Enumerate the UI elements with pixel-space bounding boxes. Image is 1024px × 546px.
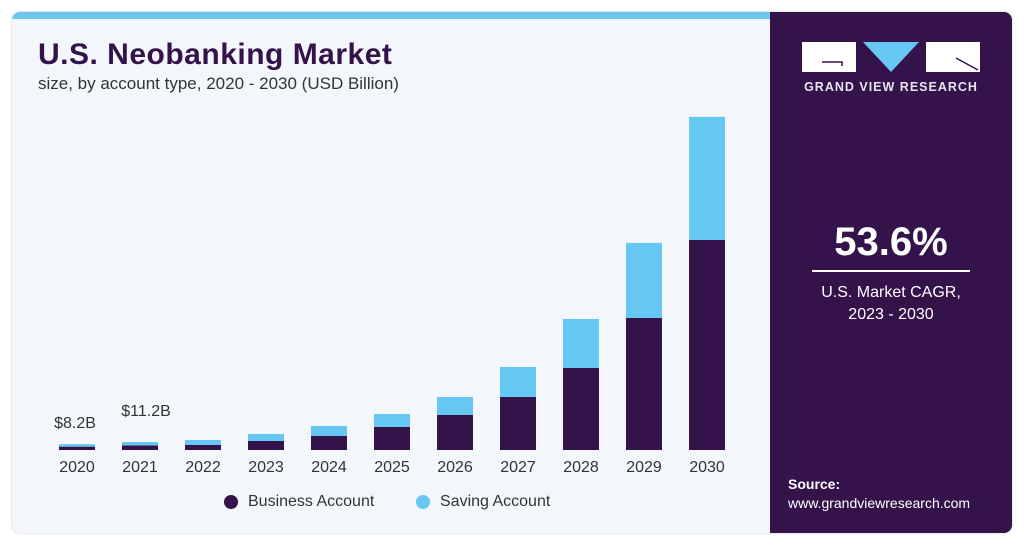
x-tick-label: 2020 — [59, 459, 95, 476]
bar-saving-2027 — [500, 366, 536, 397]
bar-business-2027 — [500, 396, 536, 450]
legend-swatch-business — [224, 495, 238, 509]
source-label: Source: — [788, 476, 841, 492]
infographic-card: U.S. Neobanking Market size, by account … — [12, 12, 1012, 533]
legend-label-saving: Saving Account — [440, 493, 551, 510]
bar-business-2021 — [122, 445, 158, 450]
x-tick-label: 2022 — [185, 459, 221, 476]
bar-business-2030 — [689, 239, 725, 450]
bar-saving-2025 — [374, 413, 410, 427]
x-tick-label: 2024 — [311, 459, 347, 476]
legend-swatch-saving — [416, 495, 430, 509]
bar-saving-2030 — [689, 116, 725, 240]
top-accent-strip — [12, 12, 770, 19]
bar-business-2022 — [185, 444, 221, 450]
legend-item-saving: Saving Account — [416, 493, 550, 511]
cagr-label-line1: U.S. Market CAGR, — [821, 284, 961, 301]
bar-business-2024 — [311, 435, 347, 450]
chart-subtitle: size, by account type, 2020 - 2030 (USD … — [38, 74, 399, 93]
bar-saving-2021 — [122, 441, 158, 446]
x-tick-label: 2028 — [563, 459, 599, 476]
bar-business-2020 — [59, 446, 95, 450]
source-url[interactable]: www.grandviewresearch.com — [788, 495, 971, 511]
x-tick-label: 2021 — [122, 459, 158, 476]
bar-chart: 2020 $8.2B 2021 $11.2B 2022 2023 2024 2025 2026 2… — [54, 116, 725, 476]
bar-business-2025 — [374, 426, 410, 450]
x-tick-label: 2026 — [437, 459, 473, 476]
cagr-label-line2: 2023 - 2030 — [848, 306, 934, 323]
cagr-label: U.S. Market CAGR, 2023 - 2030 — [770, 282, 1012, 326]
brand-name: GRAND VIEW RESEARCH — [804, 80, 978, 94]
side-panel: GRAND VIEW RESEARCH 53.6% U.S. Market CA… — [770, 12, 1012, 533]
legend-label-business: Business Account — [248, 493, 375, 510]
bar-saving-2020 — [59, 444, 95, 447]
bar-business-2026 — [437, 414, 473, 450]
bar-saving-2028 — [563, 318, 599, 368]
legend-item-business: Business Account — [224, 493, 374, 511]
cagr-value: 53.6% — [834, 220, 948, 264]
x-tick-label: 2030 — [689, 459, 725, 476]
source: Source: www.grandviewresearch.com — [788, 475, 970, 513]
bar-saving-2024 — [311, 425, 347, 436]
data-label: $8.2B — [54, 415, 96, 432]
x-tick-label: 2023 — [248, 459, 284, 476]
bar-business-2023 — [248, 440, 284, 450]
x-tick-label: 2025 — [374, 459, 410, 476]
bar-business-2028 — [563, 367, 599, 450]
bar-saving-2029 — [626, 242, 662, 318]
x-tick-label: 2027 — [500, 459, 536, 476]
x-tick-label: 2029 — [626, 459, 662, 476]
bar-saving-2026 — [437, 396, 473, 415]
bar-saving-2023 — [248, 433, 284, 441]
grand-view-research-logo — [802, 42, 980, 72]
cagr-divider — [812, 270, 970, 272]
bar-saving-2022 — [185, 439, 221, 445]
bar-business-2029 — [626, 317, 662, 450]
chart-title: U.S. Neobanking Market — [38, 38, 393, 71]
data-label: $11.2B — [121, 403, 171, 420]
